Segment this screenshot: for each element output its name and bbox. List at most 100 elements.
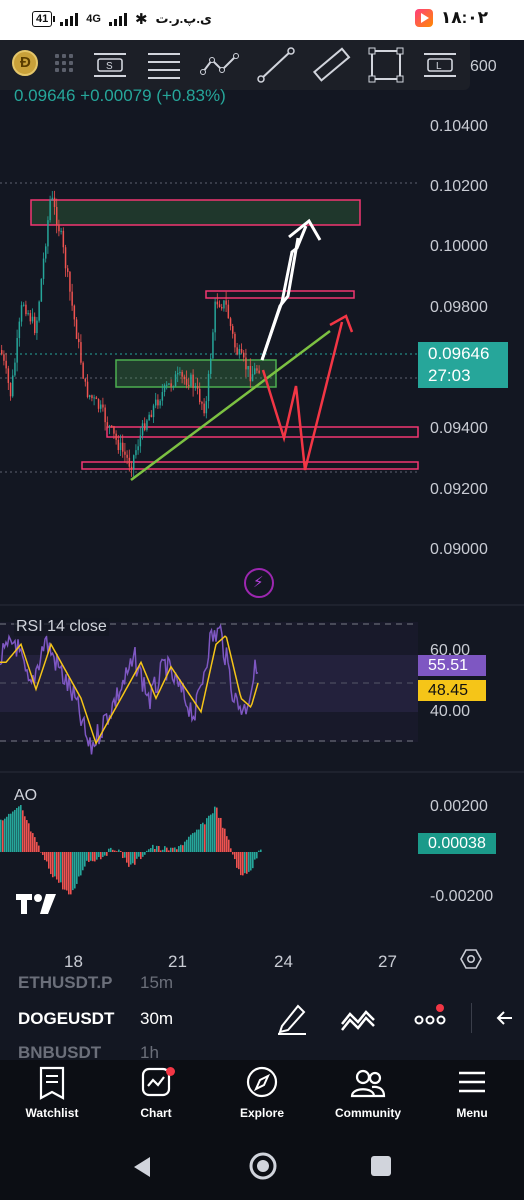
symbol-name: DOGEUSDT (18, 1009, 115, 1028)
nav-community[interactable]: Community (318, 1066, 418, 1120)
network-type: 4G (86, 13, 101, 25)
battery-icon: 41 (32, 11, 56, 27)
ao-bar (64, 852, 66, 890)
ao-bar (74, 852, 76, 889)
drag-handle-icon[interactable] (55, 54, 73, 72)
ao-bar (182, 845, 184, 852)
candle (203, 403, 205, 414)
candle (115, 433, 117, 440)
chart-area[interactable]: 600 0.10400 0.10200 0.10000 0.09800 0.09… (0, 40, 524, 975)
ao-label[interactable]: AO (14, 787, 38, 804)
lightning-icon[interactable] (244, 568, 274, 598)
text-l-icon[interactable]: L (420, 46, 460, 84)
candle (249, 366, 252, 382)
pencil-drawing-icon[interactable] (274, 1000, 310, 1036)
ao-bar (72, 852, 74, 891)
home-icon[interactable] (248, 1151, 278, 1181)
trend-line-icon[interactable] (256, 46, 296, 84)
ao-bar (198, 829, 200, 852)
candle (196, 386, 199, 389)
more-options-icon[interactable] (412, 1000, 448, 1036)
candle (5, 360, 7, 369)
chart-settings-icon[interactable] (460, 948, 482, 970)
candle (179, 371, 181, 374)
support-zone-red-1 (106, 426, 419, 438)
ao-bar (4, 818, 6, 852)
path-icon[interactable] (200, 46, 240, 84)
price-label: 0.10000 (430, 238, 488, 255)
symbol-row[interactable]: BNBUSDT 1h (18, 1043, 159, 1060)
rsi-ma-value-tag: 48.45 (418, 680, 486, 701)
candle (223, 300, 225, 309)
rsi-ma-line (0, 635, 259, 746)
nav-watchlist[interactable]: Watchlist (2, 1066, 102, 1120)
ao-bar (158, 846, 160, 852)
ao-bar (164, 846, 166, 852)
symbol-row-active[interactable]: DOGEUSDT 30m (18, 1009, 173, 1029)
candle (199, 388, 201, 403)
candle (62, 230, 65, 248)
candle (3, 354, 5, 361)
ruler-icon[interactable] (312, 46, 352, 84)
ao-bar (10, 813, 12, 852)
bottom-navigation: Watchlist Chart Explore Community Menu (0, 1060, 524, 1135)
ao-bar (138, 852, 140, 857)
candle (40, 278, 43, 302)
candle (58, 225, 60, 232)
candle (106, 422, 109, 427)
candle (111, 425, 113, 427)
ao-bar (40, 852, 42, 853)
ao-bar (124, 852, 126, 858)
nav-chart-label: Chart (140, 1106, 172, 1120)
chart-icon (141, 1067, 171, 1097)
ao-bar (90, 852, 92, 861)
ao-bar (148, 849, 150, 852)
brush-s-icon[interactable]: S (90, 46, 130, 84)
ao-bar (42, 852, 44, 855)
candle (170, 383, 172, 387)
candle (214, 301, 216, 333)
time-label: 18 (64, 952, 83, 971)
signal-icon-2 (108, 12, 127, 26)
ao-bar (130, 852, 132, 865)
candle (148, 414, 150, 421)
nav-menu[interactable]: Menu (422, 1066, 522, 1120)
ao-bar (190, 834, 192, 852)
candle (254, 368, 256, 375)
back-icon[interactable] (130, 1155, 154, 1179)
ao-bar (208, 815, 210, 852)
carrier-name: ی.پ.ر.ت (155, 11, 212, 26)
nav-chart[interactable]: Chart (106, 1066, 206, 1120)
recents-icon[interactable] (370, 1155, 392, 1177)
ao-bar (38, 845, 40, 852)
symbol-row[interactable]: ETHUSDT.P 15m (18, 975, 173, 993)
rsi-label[interactable]: RSI 14 close (14, 618, 109, 636)
ao-bar (162, 849, 164, 852)
ao-bar (102, 852, 104, 858)
strip-divider (471, 1003, 472, 1033)
doge-coin-icon[interactable] (12, 50, 38, 76)
ao-bar (2, 820, 4, 852)
ao-bar (168, 850, 170, 852)
ao-bar (46, 852, 48, 862)
compass-icon (246, 1066, 278, 1098)
candle (100, 404, 102, 409)
candle (64, 247, 67, 269)
candle (194, 386, 197, 388)
ao-bar (154, 848, 156, 852)
candle (38, 301, 40, 321)
ao-bar (134, 852, 136, 865)
ao-bar (238, 852, 240, 870)
candles-group (1, 190, 260, 479)
rectangle-icon[interactable] (366, 46, 406, 84)
indicators-icon[interactable] (340, 1000, 376, 1036)
nav-explore[interactable]: Explore (212, 1066, 312, 1120)
chart-canvas[interactable] (0, 40, 524, 975)
price-label-partial: 600 (470, 58, 497, 75)
candle (240, 349, 243, 353)
horizontal-lines-icon[interactable] (144, 46, 184, 84)
undo-icon[interactable] (490, 1000, 520, 1036)
candle (25, 304, 27, 315)
ao-bar (28, 823, 30, 852)
symbol-list: ETHUSDT.P 15m DOGEUSDT 30m BNBUSDT 1h (0, 975, 524, 1060)
